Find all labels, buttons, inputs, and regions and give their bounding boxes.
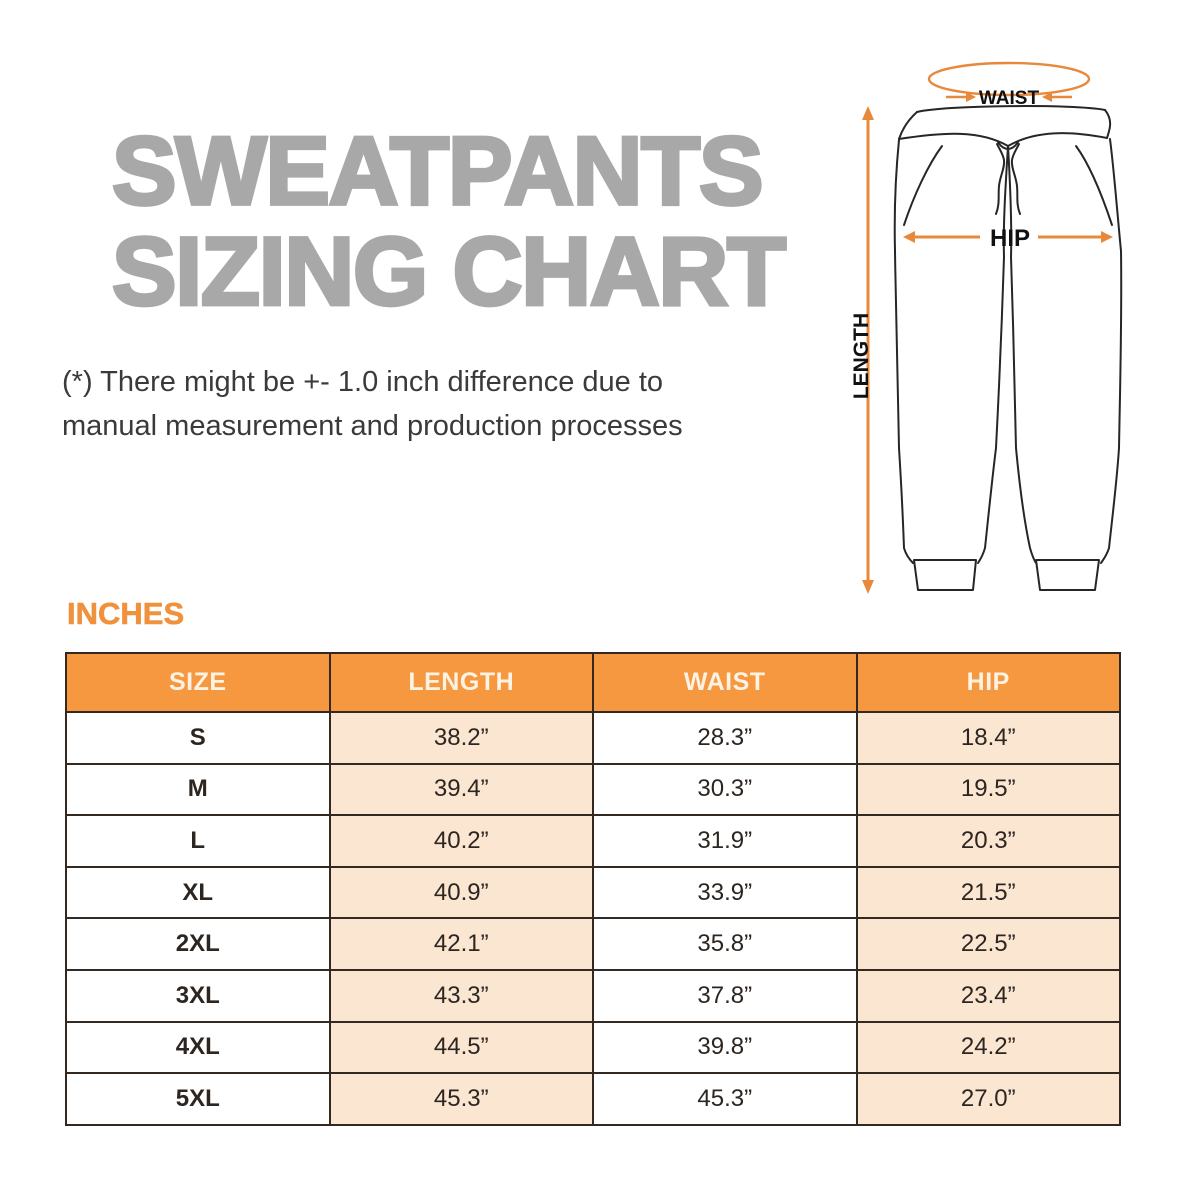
svg-text:HIP: HIP	[990, 225, 1030, 252]
svg-text:LENGTH: LENGTH	[850, 313, 873, 399]
